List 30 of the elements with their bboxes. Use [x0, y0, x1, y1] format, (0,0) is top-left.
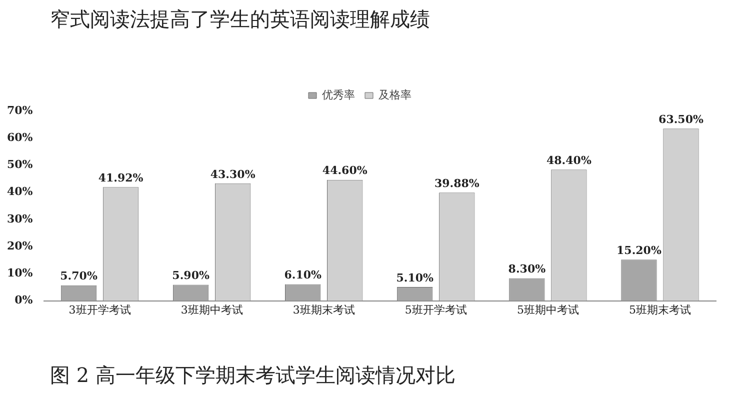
data-label: 5.70% [60, 270, 98, 283]
y-tick-label: 10% [6, 266, 34, 280]
x-tick-label: 3班开学考试 [68, 303, 131, 316]
data-label: 48.40% [546, 154, 592, 167]
data-label: 6.10% [284, 268, 322, 282]
data-label: 43.30% [210, 168, 256, 181]
x-tick-label: 3班期末考试 [292, 303, 355, 316]
data-label: 39.88% [434, 177, 480, 190]
y-tick-label: 30% [6, 212, 34, 226]
data-label: 63.50% [658, 112, 704, 126]
y-tick-label: 20% [6, 239, 34, 252]
data-label: 15.20% [616, 244, 662, 257]
data-label: 44.60% [322, 164, 368, 178]
caption: 图 2 高一年级下学期末考试学生阅读情况对比 [50, 362, 456, 389]
x-tick-label: 5班开学考试 [404, 303, 467, 316]
data-label: 5.90% [172, 269, 210, 282]
y-tick-label: 70% [6, 104, 34, 117]
y-tick-label: 0% [14, 294, 34, 307]
legend-label: 及格率 [378, 88, 412, 102]
chart-title: 窄式阅读法提高了学生的英语阅读理解成绩 [50, 6, 430, 33]
y-tick-label: 50% [6, 158, 34, 172]
y-tick-label: 40% [6, 185, 34, 198]
data-label: 8.30% [508, 262, 546, 276]
legend-label: 优秀率 [322, 88, 355, 102]
data-label: 41.92% [98, 171, 144, 184]
x-tick-label: 5班期中考试 [516, 303, 579, 316]
data-label: 5.10% [396, 271, 434, 284]
x-tick-label: 3班期中考试 [180, 303, 243, 316]
x-tick-label: 5班期末考试 [628, 303, 691, 316]
y-tick-label: 60% [6, 130, 34, 144]
